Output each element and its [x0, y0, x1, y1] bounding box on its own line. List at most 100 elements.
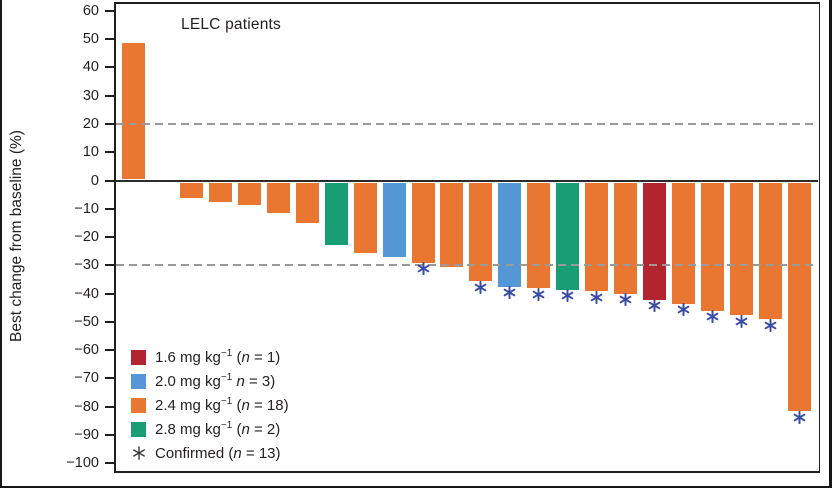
- y-tick-label: −80: [74, 398, 99, 415]
- y-tick: [105, 377, 114, 380]
- y-tick-label: −60: [74, 342, 99, 359]
- confirmed-asterisk-icon: [793, 410, 806, 424]
- y-tick: [105, 94, 114, 97]
- y-tick: [105, 207, 114, 210]
- y-tick-label: 30: [82, 87, 99, 104]
- legend-confirmed-asterisk-icon: [131, 446, 146, 461]
- legend: 1.6 mg kg−1 (n = 1) 2.0 mg kg−1 n = 3) 2.4…: [131, 345, 289, 465]
- figure-border-left: [0, 0, 2, 488]
- y-axis-label-wrap: Best change from baseline (%): [0, 3, 34, 470]
- legend-row-5: Confirmed (n = 13): [131, 441, 289, 465]
- confirmed-asterisk-icon: [764, 318, 777, 333]
- confirmed-asterisk-icon: [648, 299, 661, 313]
- legend-row-1: 1.6 mg kg−1 (n = 1): [131, 345, 289, 369]
- y-tick-label: 20: [82, 115, 99, 132]
- zero-baseline: [115, 179, 818, 182]
- bar-patient-5: [236, 181, 262, 206]
- legend-row-4: 2.8 mg kg−1 (n = 2): [131, 417, 289, 441]
- bar-patient-7: [294, 181, 320, 225]
- legend-label: 2.4 mg kg−1 (n = 18): [155, 396, 289, 414]
- plot-frame-right: [818, 2, 820, 472]
- legend-label: 2.0 mg kg−1 n = 3): [155, 372, 276, 390]
- y-axis-label: Best change from baseline (%): [8, 130, 25, 343]
- bar-patient-18: [613, 181, 639, 295]
- y-tick-label: 50: [82, 31, 99, 48]
- bar-patient-22: [728, 181, 754, 317]
- y-tick: [105, 462, 114, 465]
- y-tick: [105, 179, 114, 182]
- y-tick: [105, 151, 114, 154]
- chart-annotation: LELC patients: [181, 16, 281, 33]
- y-tick: [105, 264, 114, 267]
- y-tick-label: −40: [74, 285, 99, 302]
- y-tick-label: −20: [74, 229, 99, 246]
- y-tick-label: −70: [74, 370, 99, 387]
- y-tick-label: −100: [66, 455, 99, 472]
- bar-patient-16: [555, 181, 581, 291]
- legend-swatch-1-6mg: [131, 349, 146, 365]
- y-tick-label: 0: [90, 172, 99, 189]
- confirmed-asterisk-icon: [417, 262, 430, 276]
- confirmed-asterisk-icon: [735, 314, 748, 328]
- reference-line-20: [116, 122, 817, 125]
- legend-swatch-2-8mg: [131, 421, 146, 437]
- y-tick-label: 10: [82, 144, 99, 161]
- plot-frame-top: [114, 2, 820, 4]
- plot-frame-bottom: [114, 470, 820, 473]
- legend-row-3: 2.4 mg kg−1 (n = 18): [131, 393, 289, 417]
- bar-patient-12: [439, 181, 465, 269]
- legend-row-2: 2.0 mg kg−1 n = 3): [131, 369, 289, 393]
- confirmed-asterisk-icon: [532, 287, 545, 301]
- confirmed-asterisk-icon: [619, 293, 632, 307]
- bar-patient-21: [700, 181, 725, 312]
- figure-border-bottom: [0, 486, 832, 488]
- bar-patient-6: [265, 181, 291, 215]
- y-tick: [105, 292, 114, 295]
- bar-patient-23: [757, 181, 783, 321]
- confirmed-asterisk-icon: [503, 286, 516, 300]
- legend-label: Confirmed (n = 13): [155, 444, 281, 462]
- bar-patient-3: [178, 181, 204, 199]
- y-tick-label: 40: [82, 59, 99, 76]
- y-tick-label: −30: [74, 257, 99, 274]
- bar-patient-20: [671, 181, 697, 305]
- confirmed-asterisk-icon: [677, 303, 690, 317]
- y-axis-line: [114, 2, 116, 472]
- legend-swatch-2-4mg: [131, 397, 146, 413]
- reference-line--30: [116, 264, 817, 267]
- y-tick-label: −10: [74, 200, 99, 217]
- confirmed-asterisk-icon: [590, 290, 603, 304]
- confirmed-asterisk-icon: [706, 310, 719, 324]
- y-tick-label: −50: [74, 313, 99, 330]
- bar-patient-9: [352, 181, 378, 254]
- y-tick: [105, 9, 114, 12]
- bar-patient-11: [410, 181, 436, 264]
- y-tick: [105, 320, 114, 323]
- bar-patient-24: [786, 181, 812, 413]
- y-tick: [105, 433, 114, 436]
- y-tick: [105, 236, 114, 239]
- bar-patient-13: [468, 181, 494, 283]
- y-tick: [105, 122, 114, 125]
- bar-patient-17: [584, 181, 610, 293]
- y-tick: [105, 405, 114, 408]
- bar-patient-4: [207, 181, 233, 204]
- confirmed-asterisk-icon: [561, 289, 574, 303]
- y-tick: [105, 38, 114, 41]
- plot-area: LELC patients 1.6 mg kg−1 (n = 1) 2.0 mg …: [66, 3, 819, 471]
- confirmed-asterisk-icon: [474, 280, 487, 294]
- y-tick-label: −90: [74, 426, 99, 443]
- y-tick-label: 60: [82, 2, 99, 19]
- y-tick: [105, 349, 114, 352]
- y-tick: [105, 66, 114, 69]
- bar-patient-8: [323, 181, 349, 246]
- bar-patient-15: [526, 181, 552, 290]
- bar-patient-19: [642, 181, 668, 301]
- legend-swatch-2-0mg: [131, 373, 146, 389]
- legend-label: 1.6 mg kg−1 (n = 1): [155, 348, 281, 366]
- legend-label: 2.8 mg kg−1 (n = 2): [155, 420, 281, 438]
- figure-border-right: [829, 0, 832, 488]
- bar-patient-1: [121, 42, 146, 181]
- bar-patient-10: [381, 181, 407, 259]
